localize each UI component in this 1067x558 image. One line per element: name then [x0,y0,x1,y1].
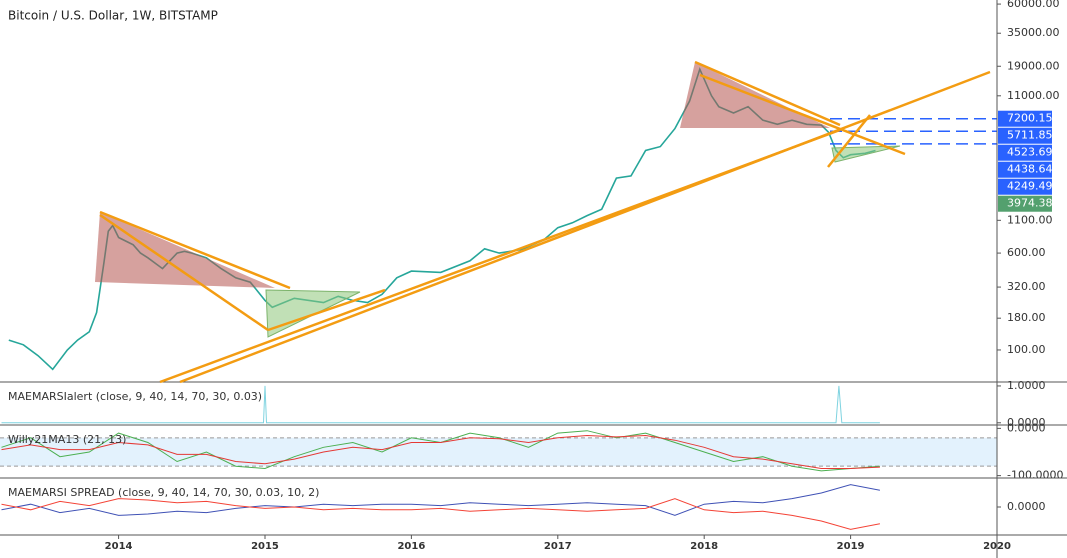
triangle [95,212,275,288]
y-tick-label: 100.00 [1007,343,1046,356]
price-label-box [998,127,1052,144]
triangle [831,145,901,163]
x-tick-label: 2018 [690,541,718,552]
trendline [694,60,841,127]
x-tick-label: 2016 [397,541,425,552]
price-label: 3974.38 [1007,197,1053,210]
band [0,437,997,467]
trendline [267,288,386,332]
price-label: 7200.15 [1007,112,1053,125]
y-tick-label: 1.0000 [1007,379,1046,392]
series-line [1,498,880,530]
price-label: 4523.69 [1007,146,1053,159]
x-tick-label: 2015 [251,541,279,552]
price-label: 5711.85 [1007,129,1053,142]
y-tick-label: 60000.00 [1007,0,1060,10]
price-label: 4249.49 [1007,180,1053,193]
price-label-box [998,195,1052,212]
y-tick-label: 35000.00 [1007,26,1060,39]
drawings [95,60,991,384]
y-tick-label: 0.0000 [1007,421,1046,434]
price-label-box [998,144,1052,161]
series-line [1,434,880,469]
x-tick-label: 2019 [837,541,865,552]
x-tick-label: 2014 [105,541,133,552]
y-tick-label: 11000.00 [1007,89,1060,102]
series-line [1,484,880,516]
indicator-title: MAEMARSI SPREAD (close, 9, 40, 14, 70, 3… [8,486,319,499]
price-label-box [998,161,1052,178]
trendline [827,114,871,168]
y-tick-label: -100.0000 [1007,469,1063,482]
x-tick-label: 2017 [544,541,572,552]
y-tick-label: 19000.00 [1007,59,1060,72]
chart-title: Bitcoin / U.S. Dollar, 1W, BITSTAMP [8,9,218,23]
trendline [99,213,269,332]
trendline [699,73,906,156]
y-tick-label: 320.00 [1007,280,1046,293]
series-line [1,385,880,424]
trendline [99,210,291,290]
y-tick-label: 600.00 [1007,246,1046,259]
indicator-title: Willy21MA13 (21, 13) [8,433,126,446]
price-label-box [998,110,1052,127]
y-tick-label: 0.0000 [1007,500,1046,513]
y-tick-label: 0.0000 [1007,416,1046,429]
trendline [179,70,991,384]
y-tick-label: 1100.00 [1007,213,1053,226]
price-label-box [998,178,1052,195]
y-tick-label: 180.00 [1007,311,1046,324]
indicator-title: MAEMARSIalert (close, 9, 40, 14, 70, 30,… [8,390,262,403]
price-label: 4438.64 [1007,163,1053,176]
